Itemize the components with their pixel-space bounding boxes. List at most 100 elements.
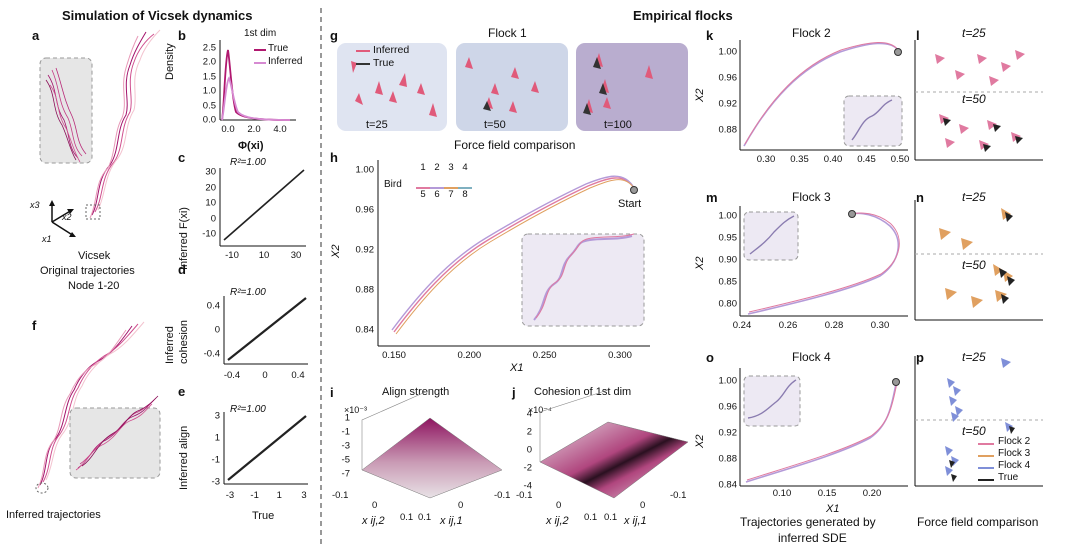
legend-inferred: Inferred: [268, 56, 303, 67]
j-ztick-4: -4: [523, 480, 532, 492]
bird-g17: [603, 97, 611, 109]
i-ztick-4: -7: [341, 468, 350, 480]
m-ytick-3: 0.85: [718, 276, 738, 288]
j-ztick-2: 0: [526, 444, 532, 456]
start-label: Start: [618, 198, 642, 210]
heading-empirical: Empirical flocks: [633, 8, 733, 23]
panel-e-ylabel: Inferred align: [178, 425, 190, 490]
label-t50: t=50: [484, 119, 506, 131]
legend-p-label-0: Flock 2: [998, 436, 1031, 447]
e-xtick-0: -3: [225, 490, 235, 501]
axis-x2: x2: [62, 212, 72, 222]
k-inset-traj: [851, 99, 893, 141]
b-ytick-3: 1.5: [202, 71, 216, 83]
h-xtick-1: 0.200: [457, 350, 482, 361]
o-inset-box: [743, 375, 801, 427]
legend-p-label-3: True: [998, 472, 1019, 483]
panel-h-plot: [377, 160, 650, 347]
k-xtick-4: 0.50: [890, 154, 910, 165]
caption-f: Inferred trajectories: [6, 509, 101, 521]
k-xtick-2: 0.40: [823, 154, 843, 165]
panel-letter-c: c: [178, 150, 186, 165]
bird-top-2: 3: [448, 162, 454, 173]
o-start-point: [892, 378, 900, 386]
panel-i-surface: [361, 389, 503, 499]
panel-h-ylabel: X2: [330, 244, 342, 258]
bird-g13: [491, 83, 499, 95]
snapshot-t25: [337, 43, 447, 131]
d-xtick-2: 0.4: [291, 370, 305, 381]
caption-trajectories-1: Trajectories generated by: [740, 515, 876, 529]
d-ytick-0: 0.4: [206, 300, 220, 312]
inset-box-a: [39, 57, 93, 164]
panel-g-subtitle: Force field comparison: [454, 138, 576, 152]
e-xtick-2: 1: [276, 490, 282, 501]
traj-a-main-1: [91, 31, 147, 216]
label-t100: t=100: [604, 119, 632, 131]
e-xtick-3: 3: [301, 490, 307, 501]
c-ytick-4: -10: [202, 228, 216, 240]
h-inset-box: [521, 233, 645, 327]
panel-n-t25: t=25: [962, 190, 986, 204]
panel-m-plot: [739, 206, 908, 317]
panel-g-birds: [351, 53, 653, 117]
bird-g4: [417, 83, 425, 95]
j-ztick-3: -2: [523, 462, 532, 474]
traj-a-main-3: [89, 35, 139, 219]
panel-letter-f: f: [32, 318, 37, 333]
surface-i: [361, 417, 503, 499]
o-traj-inferred: [746, 382, 898, 481]
panel-b-xlabel: Φ(xi): [238, 140, 264, 152]
panel-o-plot: [739, 368, 908, 487]
legend-true: True: [268, 43, 289, 54]
b-ytick-5: 2.5: [202, 42, 216, 54]
bird-g11: [531, 81, 539, 93]
k-traj-inferred: [744, 42, 899, 145]
h-ytick-2: 0.92: [355, 244, 375, 256]
panel-b-axes: [219, 40, 296, 121]
panel-letter-h: h: [330, 150, 338, 165]
caption-a-2: Original trajectories: [40, 265, 135, 277]
b-ytick-2: 1.0: [202, 85, 216, 97]
panel-c-r2: R²=1.00: [230, 157, 266, 168]
panel-i-xr-2: -0.1: [494, 490, 511, 501]
e-ytick-3: -3: [211, 476, 220, 488]
e-xtick-1: -1: [250, 490, 259, 501]
panel-letter-p: p: [916, 350, 924, 365]
panel-letter-l: l: [916, 28, 920, 43]
panel-j-xl-1: 0: [556, 500, 562, 511]
k-xtick-0: 0.30: [756, 154, 776, 165]
traj-a-5: [49, 84, 81, 163]
panel-letter-d: d: [178, 262, 186, 277]
panel-d-ylabel-1: Inferred: [164, 326, 176, 364]
panel-f-trajectories: [35, 321, 161, 494]
k-ytick-3: 0.88: [718, 124, 738, 136]
panel-letter-n: n: [916, 190, 924, 205]
i-ztick-2: -3: [341, 440, 350, 452]
traj-a-3: [45, 79, 77, 161]
fit-line-c: [223, 169, 305, 241]
panel-i-xl-0: -0.1: [332, 490, 349, 501]
bird-g2: [375, 81, 383, 95]
fit-line-e: [227, 415, 307, 481]
panel-i-xl-2: 0.1: [400, 512, 414, 523]
panel-i-title: Align strength: [382, 386, 450, 398]
legend-p-swatch-2: [978, 467, 994, 469]
traj-a-2: [51, 69, 83, 157]
traj-f-2: [42, 323, 139, 483]
i-ztick-1: -1: [341, 426, 350, 438]
inset-box-f: [69, 407, 161, 479]
k-xtick-3: 0.45: [857, 154, 876, 165]
traj-a-1: [47, 74, 79, 159]
b-xtick-2: 4.0: [273, 124, 287, 135]
legend-p-label-1: Flock 3: [998, 448, 1031, 459]
surface-j: [539, 421, 689, 499]
traj-a-4: [55, 67, 87, 155]
label-t25: t=25: [366, 119, 388, 131]
panel-l-t25: t=25: [962, 26, 986, 40]
m-xtick-2: 0.28: [824, 320, 844, 331]
bird-g-true4: [583, 103, 591, 115]
traj-f-inset-3: [75, 403, 153, 471]
bird-g10: [511, 67, 519, 79]
density-inferred-curve: [221, 76, 291, 121]
